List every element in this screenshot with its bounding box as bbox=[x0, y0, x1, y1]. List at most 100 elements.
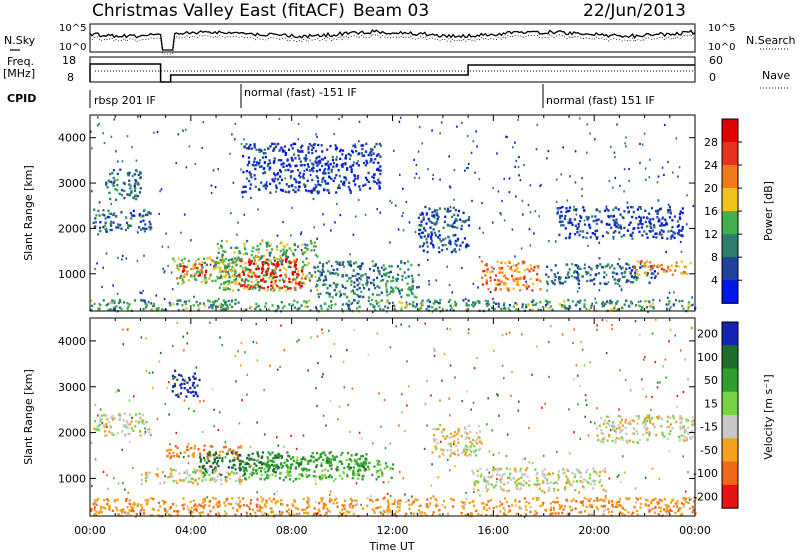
velocity-region-0-cell bbox=[93, 420, 97, 423]
velocity-region-10-cell bbox=[621, 512, 624, 515]
power-region-7-cell bbox=[343, 184, 346, 187]
power-region-4-cell bbox=[227, 282, 230, 285]
velocity-region-6-cell bbox=[145, 480, 148, 483]
power-speck bbox=[97, 233, 99, 236]
velocity-region-10-cell bbox=[670, 501, 673, 504]
power-region-10-cell bbox=[603, 271, 606, 274]
power-region-13-cell bbox=[185, 300, 188, 303]
velocity-region-8-cell bbox=[519, 487, 523, 490]
power-region-4-cell bbox=[257, 248, 260, 251]
velocity-region-4-cell bbox=[312, 475, 315, 478]
power-region-6-cell bbox=[334, 293, 338, 297]
power-region-13-cell bbox=[127, 305, 130, 308]
power-region-6-cell bbox=[353, 262, 356, 265]
velocity-region-10-cell bbox=[551, 512, 554, 515]
velocity-region-2-cell bbox=[191, 454, 194, 457]
power-region-0-cell bbox=[128, 224, 131, 228]
velocity-region-4-cell bbox=[358, 473, 361, 477]
velocity-region-7-cell bbox=[442, 428, 445, 431]
power-speck bbox=[402, 212, 404, 215]
velocity-region-6-cell bbox=[201, 472, 204, 475]
power-region-13-cell bbox=[199, 302, 202, 305]
power-region-7-cell bbox=[327, 160, 330, 163]
power-region-7-cell bbox=[263, 148, 266, 151]
velocity-region-5-cell bbox=[336, 466, 339, 469]
power-region-4-cell bbox=[301, 281, 304, 285]
velocity-region-9-cell bbox=[679, 425, 682, 428]
power-region-13-cell bbox=[393, 304, 396, 307]
velocity-region-4-cell bbox=[305, 469, 308, 472]
power-region-9-cell bbox=[536, 272, 539, 276]
velocity-speck bbox=[290, 434, 292, 437]
velocity-speck bbox=[209, 321, 211, 324]
power-speck bbox=[515, 195, 517, 198]
velocity-speck bbox=[207, 460, 209, 463]
power-region-12-cell bbox=[669, 208, 672, 212]
power-speck bbox=[678, 166, 681, 169]
velocity-region-10-cell bbox=[182, 507, 185, 510]
power-region-4-cell bbox=[233, 268, 236, 271]
power-region-12-cell bbox=[610, 214, 613, 218]
power-region-13-cell bbox=[348, 308, 351, 311]
power-region-7-cell bbox=[271, 142, 274, 145]
velocity-region-5-cell bbox=[365, 461, 368, 464]
power-region-7-cell bbox=[372, 161, 375, 164]
velocity-region-6-cell bbox=[216, 475, 219, 478]
velocity-region-8-cell bbox=[497, 467, 500, 470]
power-region-4-cell bbox=[310, 249, 313, 252]
velocity-region-10-cell bbox=[549, 502, 552, 505]
power-region-4-cell bbox=[246, 239, 249, 243]
power-region-13-cell bbox=[672, 303, 675, 306]
power-region-8-cell bbox=[419, 213, 422, 216]
power-speck bbox=[522, 213, 524, 216]
power-region-9-cell bbox=[515, 267, 518, 271]
velocity-region-3-cell bbox=[227, 466, 230, 469]
power-region-7-cell bbox=[280, 163, 283, 166]
power-region-13-cell bbox=[516, 303, 519, 306]
velocity-speck bbox=[107, 487, 109, 490]
velocity-region-4-cell bbox=[252, 466, 255, 470]
power-region-7-cell bbox=[337, 186, 340, 190]
power-region-7-cell bbox=[330, 177, 333, 181]
velocity-speck bbox=[443, 353, 446, 356]
velocity-region-8-cell bbox=[488, 482, 491, 486]
power-region-4-cell bbox=[232, 281, 235, 284]
power-region-6-cell bbox=[417, 273, 420, 277]
velocity-region-0-cell bbox=[105, 434, 108, 437]
velocity-region-3-cell bbox=[262, 462, 265, 465]
power-region-4-cell bbox=[287, 265, 290, 268]
power-region-6-cell bbox=[392, 276, 395, 279]
power-speck bbox=[170, 271, 173, 274]
velocity-region-3-cell bbox=[214, 451, 218, 454]
velocity-region-2-cell bbox=[233, 456, 236, 459]
velocity-region-6-cell bbox=[208, 473, 211, 477]
power-region-4-cell bbox=[290, 281, 293, 284]
power-speck bbox=[300, 249, 303, 252]
velocity-region-9-cell bbox=[617, 424, 620, 427]
power-region-2-cell bbox=[179, 263, 182, 266]
power-region-7-cell bbox=[315, 175, 318, 178]
velocity-speck bbox=[682, 455, 684, 458]
power-speck bbox=[402, 187, 404, 190]
velocity-region-1-cell bbox=[191, 384, 194, 387]
power-speck bbox=[420, 231, 423, 234]
velocity-region-9-cell bbox=[644, 423, 647, 426]
velocity-region-9-cell bbox=[601, 432, 604, 435]
velocity-region-0-cell bbox=[134, 425, 137, 428]
velocity-speck bbox=[634, 320, 637, 323]
power-region-6-cell bbox=[400, 260, 403, 263]
velocity-region-1-cell bbox=[177, 395, 180, 399]
power-region-13-cell bbox=[449, 298, 452, 302]
power-region-7-cell bbox=[317, 143, 320, 147]
velocity-region-10-cell bbox=[692, 500, 696, 503]
power-region-10-cell bbox=[627, 263, 630, 266]
velocity-speck bbox=[176, 321, 178, 324]
nave-label: Nave bbox=[762, 69, 790, 82]
velocity-region-9-cell bbox=[678, 417, 682, 420]
power-region-1-cell bbox=[128, 179, 131, 182]
velocity-region-9-cell bbox=[632, 440, 635, 444]
power-region-4-cell bbox=[232, 260, 235, 263]
power-speck bbox=[336, 203, 338, 206]
velocity-speck bbox=[219, 411, 221, 414]
velocity-region-2-cell bbox=[169, 455, 172, 458]
